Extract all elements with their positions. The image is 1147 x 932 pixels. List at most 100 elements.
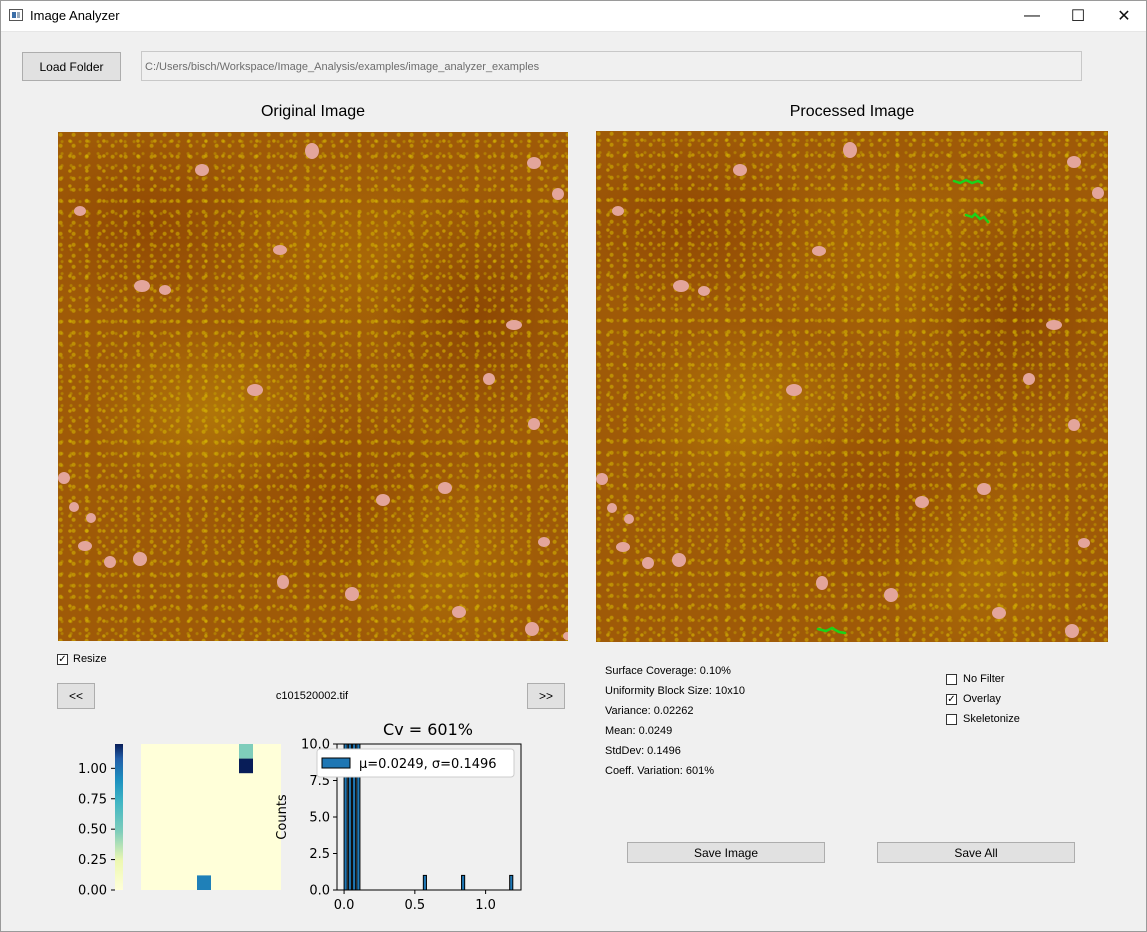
skeleton-trace (816, 626, 847, 635)
particle (104, 556, 116, 568)
particle (992, 607, 1006, 619)
particle (1046, 320, 1062, 330)
particle (642, 557, 654, 569)
maximize-button[interactable]: ☐ (1055, 0, 1101, 31)
no-filter-checkbox[interactable] (946, 674, 957, 685)
overlay-label: Overlay (963, 693, 1001, 705)
particle (133, 552, 147, 566)
particle (607, 503, 617, 513)
y-tick-label: 5.0 (309, 811, 330, 826)
colorbar-tick-label: 0.75 (78, 792, 107, 807)
particle (1092, 187, 1104, 199)
particle (69, 502, 79, 512)
particle (538, 537, 550, 547)
heatmap-cell (239, 758, 253, 774)
save-image-button[interactable]: Save Image (627, 842, 825, 863)
colorbar (115, 744, 123, 890)
maximize-icon: ☐ (1070, 7, 1086, 25)
stddev-text: StdDev: 0.1496 (605, 745, 681, 757)
particle (563, 632, 568, 640)
particle (616, 542, 630, 552)
histogram-chart: Cv = 601% Counts 0.0 0.5 1.00.02.55.07.510… (275, 720, 522, 913)
particle (528, 418, 540, 430)
window-title: Image Analyzer (30, 8, 120, 23)
save-all-button[interactable]: Save All (877, 842, 1075, 863)
colorbar-tick-label: 0.50 (78, 823, 107, 838)
particle (86, 513, 96, 523)
original-image-title: Original Image (260, 103, 366, 120)
uniformity-heatmap-chart: 1.00 0.75 0.50 0.25 0.00 (78, 744, 281, 899)
legend-swatch (321, 757, 351, 769)
skeleton-trace (952, 178, 984, 185)
close-button[interactable]: ✕ (1101, 0, 1147, 31)
histogram-title: Cv = 601% (383, 720, 473, 739)
histogram-bar (461, 874, 466, 891)
particle (525, 622, 539, 636)
particle (527, 157, 541, 169)
filename-label: c101520002.tif (275, 690, 349, 702)
particle (915, 496, 929, 508)
histogram-legend: μ=0.0249, σ=0.1496 (359, 757, 497, 772)
resize-label: Resize (73, 653, 107, 665)
particle (812, 246, 826, 256)
folder-path-field[interactable]: C:/Users/bisch/Workspace/Image_Analysis/… (141, 51, 1082, 81)
x-tick-label: 0.5 (405, 898, 426, 913)
particle (596, 473, 608, 485)
x-tick-label: 0.0 (334, 898, 355, 913)
overlay-checkbox[interactable]: ✓ (946, 694, 957, 705)
particle (552, 188, 564, 200)
particle (1065, 624, 1079, 638)
particle (624, 514, 634, 524)
particle (698, 286, 710, 296)
particle (977, 483, 991, 495)
particle (483, 373, 495, 385)
original-particles (58, 143, 568, 640)
particle (843, 142, 857, 158)
minimize-button[interactable]: — (1009, 0, 1055, 31)
checkmark-icon: ✓ (947, 693, 956, 705)
particle (438, 482, 452, 494)
particle (74, 206, 86, 216)
histogram-bar (422, 874, 427, 891)
particle (376, 494, 390, 506)
particle (673, 280, 689, 292)
load-folder-button[interactable]: Load Folder (22, 52, 121, 81)
particle (159, 285, 171, 295)
particle (1068, 419, 1080, 431)
particle (612, 206, 624, 216)
particle (247, 384, 263, 396)
y-tick-label: 0.0 (309, 884, 330, 899)
skeletonize-label: Skeletonize (963, 713, 1020, 725)
particle (345, 587, 359, 601)
particle (58, 472, 70, 484)
resize-checkbox[interactable]: ✓ (57, 654, 68, 665)
x-tick-label: 1.0 (475, 898, 496, 913)
particle (273, 245, 287, 255)
processed-overlay (596, 142, 1104, 638)
y-tick-label: 7.5 (309, 774, 330, 789)
particle (452, 606, 466, 618)
skeleton-trace (964, 212, 990, 224)
y-tick-label: 2.5 (309, 847, 330, 862)
coeff-variation-text: Coeff. Variation: 601% (605, 765, 715, 777)
particle (816, 576, 828, 590)
no-filter-label: No Filter (963, 673, 1005, 685)
particle (1023, 373, 1035, 385)
heatmap-cell (239, 744, 253, 759)
particle (733, 164, 747, 176)
next-image-button[interactable]: >> (527, 683, 565, 709)
previous-image-button[interactable]: << (57, 683, 95, 709)
particle (1067, 156, 1081, 168)
particle (305, 143, 319, 159)
colorbar-tick-label: 0.00 (78, 884, 107, 899)
colorbar-tick-label: 1.00 (78, 762, 107, 777)
surface-coverage-text: Surface Coverage: 0.10% (605, 665, 731, 677)
histogram-y-label: Counts (275, 794, 290, 840)
variance-text: Variance: 0.02262 (605, 705, 694, 717)
block-size-text: Uniformity Block Size: 10x10 (605, 685, 745, 697)
original-image (58, 132, 568, 641)
particle (78, 541, 92, 551)
app-icon (9, 9, 23, 21)
skeletonize-checkbox[interactable] (946, 714, 957, 725)
checkmark-icon: ✓ (58, 653, 67, 665)
